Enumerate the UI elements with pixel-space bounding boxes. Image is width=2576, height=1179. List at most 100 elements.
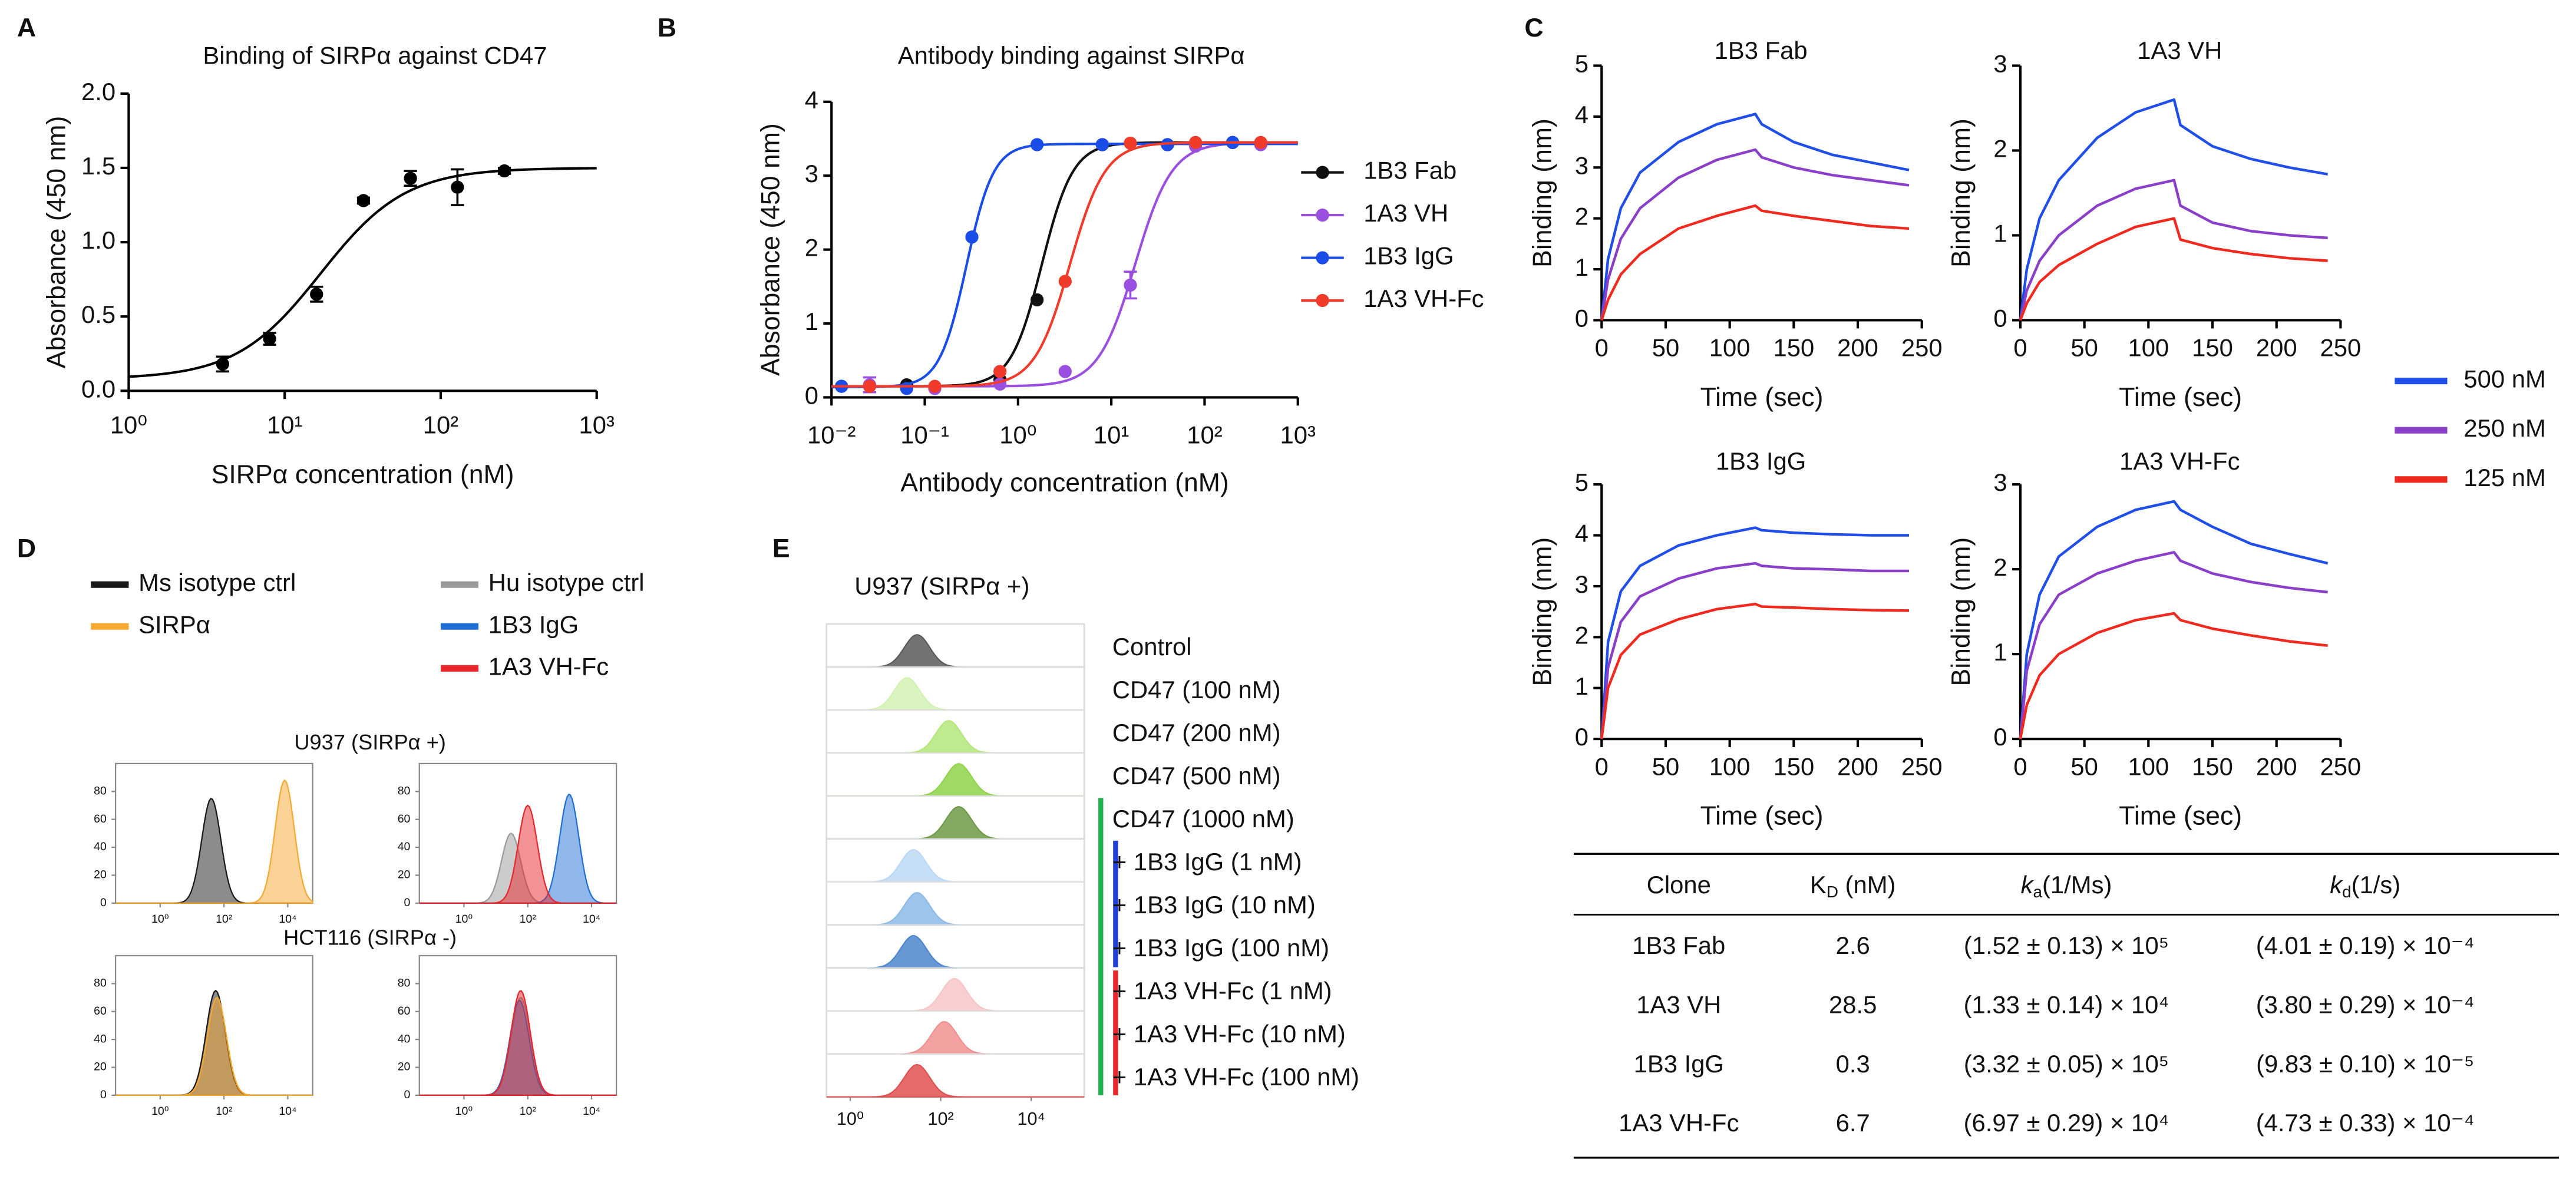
table-cell: 2.6 [1836,932,1870,959]
y-axis-title: Binding (nm) [1528,118,1557,267]
legend-label: 1A3 VH-Fc [488,652,609,680]
y-tick-label: 0 [404,1088,411,1101]
data-point [1124,136,1137,150]
data-point [900,382,914,395]
data-point [263,332,276,346]
y-tick-label: 3 [805,160,818,187]
x-tick-label: 100 [1709,334,1751,362]
x-tick-label: 10⁰ [999,421,1036,448]
data-point [1058,365,1072,378]
y-tick-label: 40 [398,1032,411,1045]
legend-label: 1A3 VH [1363,199,1448,227]
y-tick-label: 80 [94,977,107,990]
legend-label: 125 nM [2463,464,2545,491]
x-tick-label: 50 [2070,334,2098,362]
chart-title: 1A3 VH [2137,37,2222,64]
histogram: 1A3 VH-Fc [419,804,617,904]
row-label: CD47 (100 nM) [1112,676,1281,704]
x-tick-label: 50 [2070,752,2098,780]
chart-title: HCT116 (SIRPα -) [283,926,457,950]
kinetic-curve: 125 nM [2019,612,2328,739]
histogram: SIRPα [115,779,313,904]
table-header: ka(1/Ms) [2021,871,2112,901]
table-cell: 28.5 [1829,990,1877,1018]
kinetic-curve: 500 nM [2019,500,2329,739]
table-cell: (9.83 ± 0.10) × 10⁻⁵ [2256,1050,2474,1078]
legend-marker [1316,293,1329,308]
x-axis-title: Time (sec) [1700,802,1824,831]
legend-label: SIRPα [138,610,210,638]
data-point [1188,136,1203,149]
x-tick-label: 50 [1652,752,1680,780]
x-tick-label: 150 [2192,334,2233,362]
y-tick-label: 3 [1575,570,1588,598]
table-cell: 1B3 Fab [1632,932,1725,959]
table-cell: (3.80 ± 0.29) × 10⁻⁴ [2256,990,2475,1018]
y-axis-title: Binding (nm) [1947,537,1976,686]
header-subscript: D [1827,883,1838,901]
x-tick-label: 200 [1837,334,1878,362]
x-tick-label: 10⁰ [837,1109,864,1129]
data-point [404,171,417,185]
data-point [993,365,1007,378]
y-tick-label: 60 [398,1005,411,1018]
table-header: KD (nM) [1810,871,1896,901]
x-tick-label: 100 [2128,752,2169,780]
x-tick-label: 10⁰ [110,411,147,439]
legend-label: Hu isotype ctrl [488,569,645,596]
x-tick-label: 150 [1773,752,1814,780]
kinetic-curve: 250 nM [2019,179,2328,321]
x-tick-label: 100 [2128,334,2169,362]
x-tick-label: 0 [1595,334,1609,362]
header-subscript: d [2342,883,2352,901]
chart-title: 1B3 IgG [1716,447,1806,475]
histogram: 1A3 VH-Fc [419,990,617,1096]
y-tick-label: 40 [94,840,107,853]
x-tick-label: 10² [927,1109,953,1129]
kinetic-curve: 500 nM [2019,98,2329,321]
y-tick-label: 0 [1993,723,2007,751]
table-cell: (3.32 ± 0.05) × 10⁵ [1964,1050,2169,1078]
fit-curve [128,167,597,378]
x-tick-label: 10⁴ [279,1105,296,1118]
chart-title: U937 (SIRPα +) [294,730,445,754]
y-tick-label: 2 [1575,621,1588,649]
table-cell: 1A3 VH [1636,990,1721,1018]
legend-marker [1316,251,1329,265]
y-tick-label: 0 [1575,723,1588,751]
y-tick-label: 1 [1575,253,1588,281]
x-tick-label: 10⁰ [151,1105,169,1118]
y-tick-label: 1 [1993,220,2007,247]
y-tick-label: 0 [100,896,107,909]
x-tick-label: 10⁴ [1018,1109,1045,1129]
header-subscript: a [2033,883,2042,901]
header-unit: (1/Ms) [2042,871,2112,899]
kinetic-curve: 250 nM [1600,562,1910,739]
table-cell: 1A3 VH-Fc [1619,1109,1739,1137]
x-tick-label: 0 [2013,752,2027,780]
panel-label: E [772,534,790,563]
y-tick-label: 1.5 [81,152,115,180]
y-tick-label: 1 [1993,638,2007,666]
table-cell: 6.7 [1836,1109,1870,1137]
x-tick-label: 100 [1709,752,1751,780]
y-tick-label: 2 [805,234,818,262]
panel-label: D [17,534,36,563]
y-tick-label: 0 [1993,304,2007,332]
data-point [1030,293,1044,307]
header-symbol: k [2021,871,2035,899]
kinetic-curve: 125 nM [1600,204,1910,321]
x-axis-title: Time (sec) [2119,383,2242,412]
x-tick-label: 200 [2256,334,2297,362]
data-point [497,164,511,178]
y-tick-label: 60 [94,1005,107,1018]
chart-title: 1A3 VH-Fc [2119,447,2240,475]
y-tick-label: 80 [94,784,107,797]
y-tick-label: 4 [1575,101,1588,128]
header-symbol: K [1810,871,1827,899]
table-header: kd(1/s) [2330,871,2400,901]
y-axis-title: Absorbance (450 nm) [757,123,785,376]
y-tick-label: 20 [398,1061,411,1074]
